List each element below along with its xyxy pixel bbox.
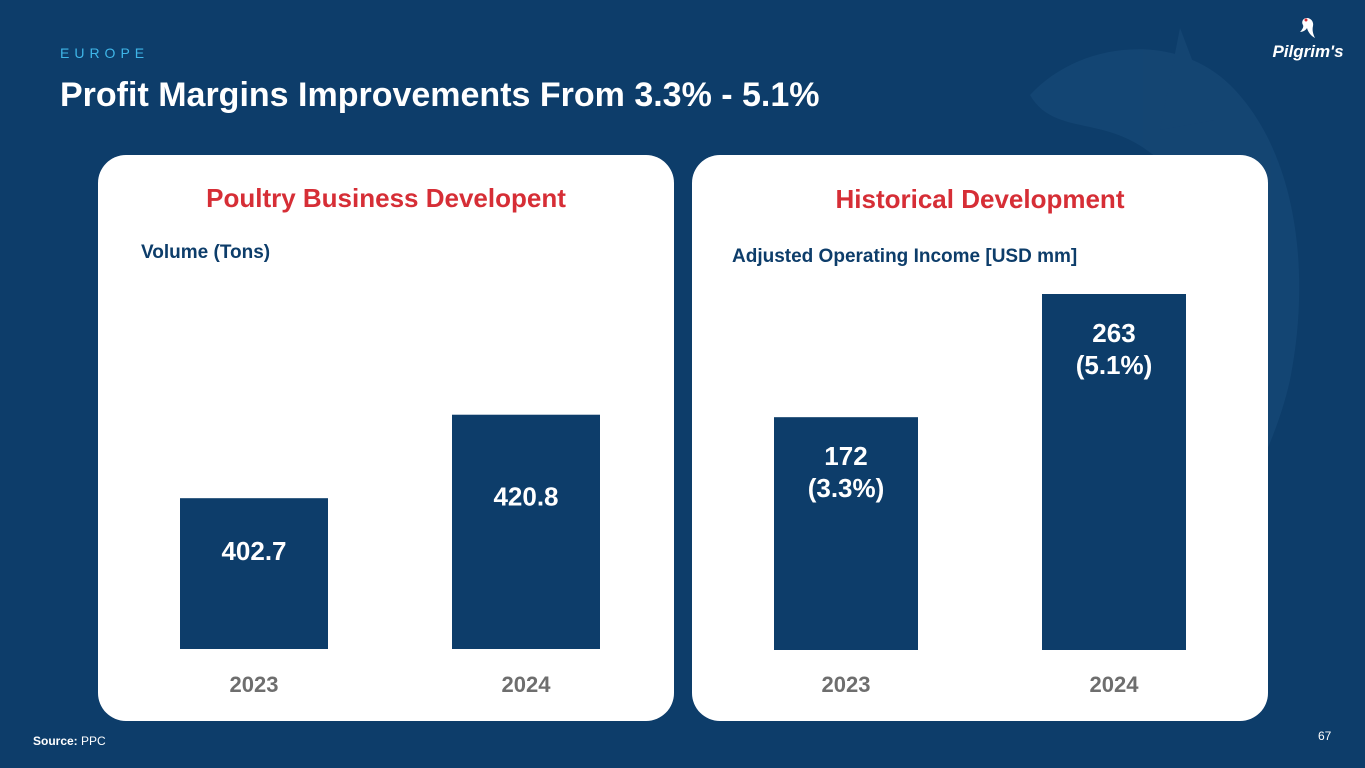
bar-value-label-2023-1: (3.3%) <box>808 473 885 503</box>
x-tick-label-2024: 2024 <box>1090 672 1140 697</box>
pilgrims-logo: Pilgrim's <box>1268 16 1348 68</box>
volume-chart-ylabel: Volume (Tons) <box>141 242 271 263</box>
income-chart-title: Historical Development <box>835 184 1125 214</box>
source-value: PPC <box>81 734 106 748</box>
income-bar-chart: 172(3.3%) 2023 263(5.1%) 2024 <box>774 294 1186 697</box>
bar-2024 <box>1042 294 1186 650</box>
x-tick-label-2024: 2024 <box>502 672 552 697</box>
volume-chart-panel: Poultry Business Developent Volume (Tons… <box>98 155 674 721</box>
bar-2023 <box>774 417 918 650</box>
bar-2023 <box>180 498 328 649</box>
x-tick-label-2023: 2023 <box>822 672 871 697</box>
rooster-icon <box>1300 18 1315 38</box>
logo-text: Pilgrim's <box>1272 42 1344 61</box>
bar-value-label-2024-0: 420.8 <box>493 482 558 512</box>
section-label: EUROPE <box>60 45 150 61</box>
source-label: Source: <box>33 734 78 748</box>
bar-2024 <box>452 414 600 649</box>
bar-value-label-2024-0: 263 <box>1092 318 1135 348</box>
bar-value-label-2024-1: (5.1%) <box>1076 350 1153 380</box>
volume-chart-title: Poultry Business Developent <box>206 183 566 213</box>
bar-value-label-2023-0: 172 <box>824 441 867 471</box>
footer-source: Source: PPC <box>33 734 106 748</box>
volume-bar-chart: 402.7 2023 420.8 2024 <box>180 414 600 697</box>
page-number: 67 <box>1318 729 1332 743</box>
page-title: Profit Margins Improvements From 3.3% - … <box>60 76 820 114</box>
x-tick-label-2023: 2023 <box>230 672 279 697</box>
bar-value-label-2023-0: 402.7 <box>221 536 286 566</box>
income-chart-ylabel: Adjusted Operating Income [USD mm] <box>732 246 1078 267</box>
income-chart-panel: Historical Development Adjusted Operatin… <box>692 155 1268 721</box>
